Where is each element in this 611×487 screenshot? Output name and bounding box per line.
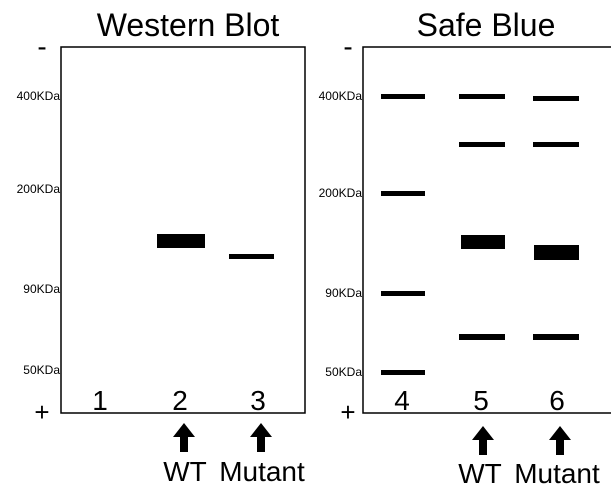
- marker-label-50: 50KDa: [325, 365, 362, 379]
- band-lane-6: [534, 245, 579, 260]
- band-lane-6: [533, 334, 579, 340]
- lane-number: 4: [394, 385, 410, 416]
- marker-label-400: 400KDa: [17, 89, 61, 103]
- band-lane-2: [157, 234, 205, 248]
- marker-label-90: 90KDa: [325, 286, 362, 300]
- band-lane-5: [459, 142, 505, 147]
- gel-frame: [362, 46, 611, 414]
- lane-number: 2: [172, 385, 188, 416]
- lane-number: 3: [250, 385, 266, 416]
- plus-sign: +: [34, 397, 49, 427]
- band-lane-4: [381, 191, 425, 196]
- lane-caption-wt: WT: [163, 456, 207, 487]
- band-lane-5: [459, 94, 505, 99]
- marker-label-200: 200KDa: [319, 186, 363, 200]
- marker-label-400: 400KDa: [319, 89, 363, 103]
- up-arrow-icon: [472, 426, 494, 455]
- marker-label-50: 50KDa: [23, 363, 60, 377]
- lane-number: 5: [473, 385, 489, 416]
- gel-frame: [60, 46, 306, 414]
- safe-blue-panel: Safe Blue - + 400KDa 200KDa 90KDa 50KDa …: [319, 7, 611, 487]
- lane-caption-wt: WT: [458, 458, 502, 487]
- minus-sign: -: [343, 31, 352, 62]
- lane-number: 1: [92, 385, 108, 416]
- band-lane-5: [461, 235, 505, 249]
- lane-caption-mutant: Mutant: [219, 456, 305, 487]
- lane-number: 6: [549, 385, 565, 416]
- band-lane-4: [381, 370, 425, 375]
- band-lane-3: [229, 254, 274, 259]
- panel-title: Safe Blue: [417, 7, 556, 43]
- panel-title: Western Blot: [97, 7, 280, 43]
- up-arrow-icon: [250, 423, 272, 452]
- marker-label-90: 90KDa: [23, 282, 60, 296]
- band-lane-4: [381, 94, 425, 99]
- marker-label-200: 200KDa: [17, 182, 61, 196]
- band-lane-6: [533, 96, 579, 101]
- minus-sign: -: [37, 31, 46, 62]
- up-arrow-icon: [173, 423, 195, 452]
- western-blot-panel: Western Blot - + 400KDa 200KDa 90KDa 50K…: [17, 7, 306, 487]
- plus-sign: +: [340, 397, 355, 427]
- band-lane-5: [459, 334, 505, 340]
- lane-caption-mutant: Mutant: [514, 458, 600, 487]
- band-lane-6: [533, 142, 579, 147]
- band-lane-4: [381, 291, 425, 296]
- up-arrow-icon: [549, 426, 571, 455]
